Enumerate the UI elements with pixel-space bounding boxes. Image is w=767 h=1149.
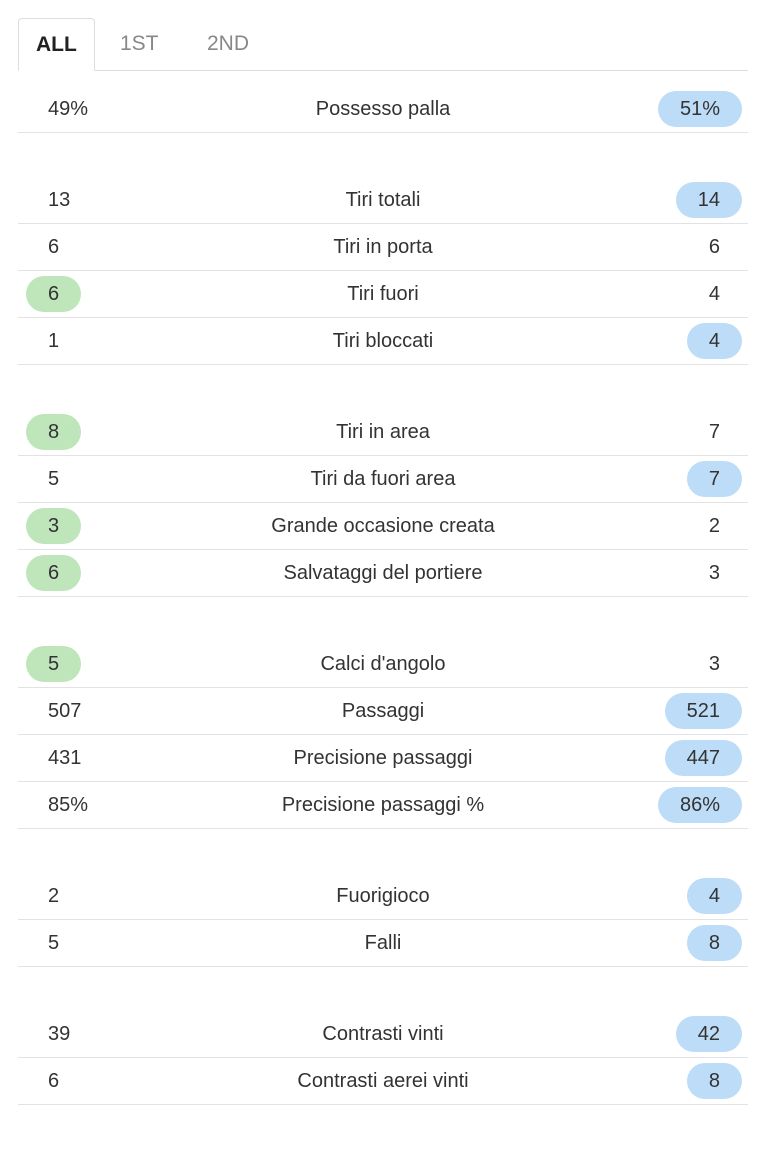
stat-label: Grande occasione creata [271, 515, 495, 537]
home-value: 3 [26, 508, 82, 544]
stat-label: Tiri da fuori area [310, 468, 456, 490]
stat-row: 85% Precisione passaggi % 86% [18, 782, 748, 829]
stat-label: Precisione passaggi % [281, 794, 485, 816]
stats-list: 49% Possesso palla 51% 13 Tiri totali 14 6 Tiri… [18, 86, 748, 1149]
home-value: 6 [26, 276, 82, 312]
home-value: 6 [48, 236, 60, 258]
away-value: 521 [664, 693, 742, 729]
tab-bar: ALL 1ST 2ND [18, 18, 748, 71]
away-value: 8 [686, 925, 742, 961]
stat-label: Tiri bloccati [332, 330, 434, 352]
home-value: 6 [26, 555, 82, 591]
stat-row: 3 Grande occasione creata 2 [18, 503, 748, 550]
away-value: 3 [708, 562, 720, 584]
home-value: 5 [26, 646, 82, 682]
stats-group: 8 Tiri in area 7 5 Tiri da fuori area 7 3 Grand… [18, 409, 748, 597]
tab[interactable]: ALL [18, 18, 95, 71]
home-value: 49% [48, 98, 89, 120]
home-value: 5 [48, 468, 60, 490]
stat-label: Possesso palla [315, 98, 451, 120]
stats-group: 49% Possesso palla 51% [18, 86, 748, 133]
stat-row: 13 Tiri totali 14 [18, 177, 748, 224]
stat-label: Tiri in area [336, 421, 430, 443]
home-value: 6 [48, 1070, 60, 1092]
stat-label: Precisione passaggi [293, 747, 473, 769]
away-value: 14 [675, 182, 742, 218]
home-value: 85% [48, 794, 89, 816]
home-value: 431 [48, 747, 82, 769]
home-value: 507 [48, 700, 82, 722]
stats-group: 5 Calci d'angolo 3 507 Passaggi 521 431 Precisi… [18, 641, 748, 829]
stat-row: 6 Tiri in porta 6 [18, 224, 748, 271]
away-value: 447 [664, 740, 742, 776]
stat-label: Passaggi [341, 700, 425, 722]
stat-row: 39 Contrasti vinti 42 [18, 1011, 748, 1058]
tab[interactable]: 1ST [120, 32, 159, 55]
away-value: 86% [657, 787, 742, 823]
home-value: 1 [48, 330, 60, 352]
away-value: 3 [708, 653, 720, 675]
stat-row: 6 Salvataggi del portiere 3 [18, 550, 748, 597]
away-value: 4 [686, 878, 742, 914]
stat-label: Calci d'angolo [320, 653, 446, 675]
stat-row: 1 Tiri bloccati 4 [18, 318, 748, 365]
away-value: 7 [686, 461, 742, 497]
stat-row: 507 Passaggi 521 [18, 688, 748, 735]
stats-group: 39 Contrasti vinti 42 6 Contrasti aerei vint… [18, 1011, 748, 1105]
stat-row: 8 Tiri in area 7 [18, 409, 748, 456]
stat-label: Salvataggi del portiere [283, 562, 483, 584]
stat-row: 49% Possesso palla 51% [18, 86, 748, 133]
stat-row: 6 Tiri fuori 4 [18, 271, 748, 318]
home-value: 39 [48, 1023, 71, 1045]
away-value: 7 [708, 421, 720, 443]
stat-label: Tiri totali [345, 189, 421, 211]
home-value: 2 [48, 885, 60, 907]
stat-row: 431 Precisione passaggi 447 [18, 735, 748, 782]
away-value: 2 [708, 515, 720, 537]
stat-row: 5 Falli 8 [18, 920, 748, 967]
stat-label: Tiri fuori [347, 283, 419, 305]
away-value: 6 [708, 236, 720, 258]
stat-row: 2 Fuorigioco 4 [18, 873, 748, 920]
away-value: 4 [686, 323, 742, 359]
stats-group: 2 Fuorigioco 4 5 Falli 8 [18, 873, 748, 967]
stat-label: Tiri in porta [333, 236, 433, 258]
home-value: 8 [26, 414, 82, 450]
stat-row: 5 Calci d'angolo 3 [18, 641, 748, 688]
stat-label: Falli [364, 932, 402, 954]
tab[interactable]: 2ND [207, 32, 250, 55]
stats-group: 13 Tiri totali 14 6 Tiri in porta 6 6 Tiri fuor… [18, 177, 748, 365]
home-value: 5 [48, 932, 60, 954]
away-value: 4 [708, 283, 720, 305]
stat-label: Fuorigioco [336, 885, 430, 907]
stat-row: 6 Contrasti aerei vinti 8 [18, 1058, 748, 1105]
away-value: 42 [675, 1016, 742, 1052]
stat-label: Contrasti aerei vinti [297, 1070, 469, 1092]
stat-label: Contrasti vinti [322, 1023, 444, 1045]
away-value: 51% [657, 91, 742, 127]
stat-row: 5 Tiri da fuori area 7 [18, 456, 748, 503]
away-value: 8 [686, 1063, 742, 1099]
home-value: 13 [48, 189, 71, 211]
